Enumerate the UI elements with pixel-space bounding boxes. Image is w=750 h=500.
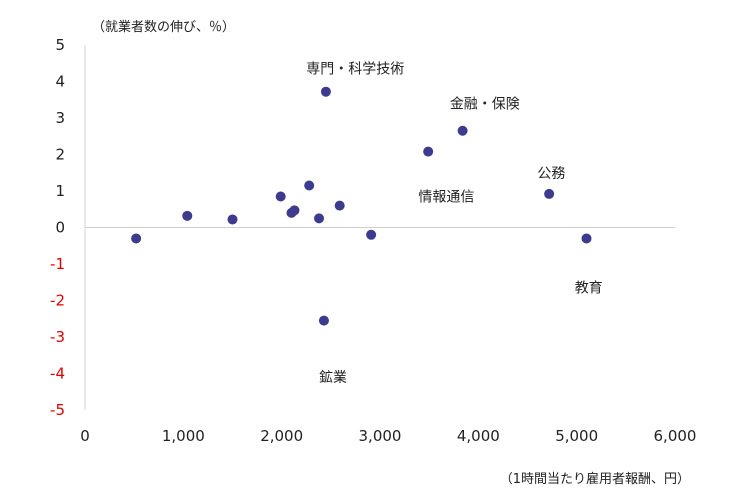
x-tick-label: 0	[80, 427, 90, 445]
data-point	[275, 191, 286, 202]
y-tick-label: 1	[55, 182, 65, 200]
y-tick-label: -5	[50, 401, 65, 419]
data-point	[334, 200, 345, 211]
x-tick-label: 3,000	[359, 427, 402, 445]
point-annotation: 専門・科学技術	[306, 62, 404, 78]
data-point	[182, 210, 193, 221]
y-tick-label: 0	[55, 219, 65, 237]
point-annotation: 鉱業	[319, 369, 347, 386]
x-axis-title: （1時間当たり雇用者報酬、円）	[500, 471, 690, 487]
x-tick-label: 1,000	[162, 427, 205, 445]
y-tick-label: 4	[55, 73, 65, 91]
x-tick-label: 4,000	[457, 427, 500, 445]
data-points	[131, 86, 592, 326]
data-point	[457, 125, 468, 136]
y-tick-label: -3	[50, 328, 65, 346]
data-point	[304, 180, 315, 191]
data-point	[544, 188, 555, 199]
y-tick-label: -4	[50, 365, 65, 383]
data-point	[289, 205, 300, 216]
x-tick-label: 5,000	[555, 427, 598, 445]
data-point	[318, 315, 329, 326]
point-annotation: 公務	[537, 166, 565, 182]
axes	[84, 45, 675, 410]
data-point	[227, 214, 238, 225]
data-point	[423, 146, 434, 157]
y-tick-label: -1	[50, 255, 65, 273]
x-tick-labels: 0 1,000 2,000 3,000 4,000 5,000 6,000	[80, 427, 696, 445]
data-point	[131, 233, 142, 244]
data-point	[320, 86, 331, 97]
x-tick-label: 2,000	[260, 427, 303, 445]
data-point	[581, 233, 592, 244]
y-axis-title: （就業者数の伸び、％）	[92, 19, 235, 35]
point-annotation: 金融・保険	[450, 96, 520, 112]
y-tick-label: 5	[55, 36, 65, 54]
point-annotation: 情報通信	[418, 189, 474, 205]
data-point	[366, 229, 377, 240]
y-tick-label: 3	[55, 109, 65, 127]
point-annotation: 教育	[575, 281, 603, 297]
y-tick-label: 2	[55, 146, 65, 164]
data-point	[314, 213, 325, 224]
y-tick-label: -2	[50, 292, 65, 310]
y-tick-labels: 5 4 3 2 1 0 -1 -2 -3 -4 -5	[50, 36, 65, 419]
x-tick-label: 6,000	[654, 427, 697, 445]
